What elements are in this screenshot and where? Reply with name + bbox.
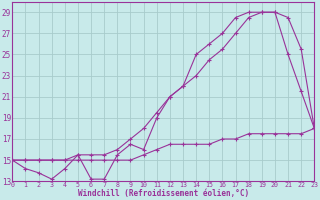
X-axis label: Windchill (Refroidissement éolien,°C): Windchill (Refroidissement éolien,°C) <box>78 189 249 198</box>
